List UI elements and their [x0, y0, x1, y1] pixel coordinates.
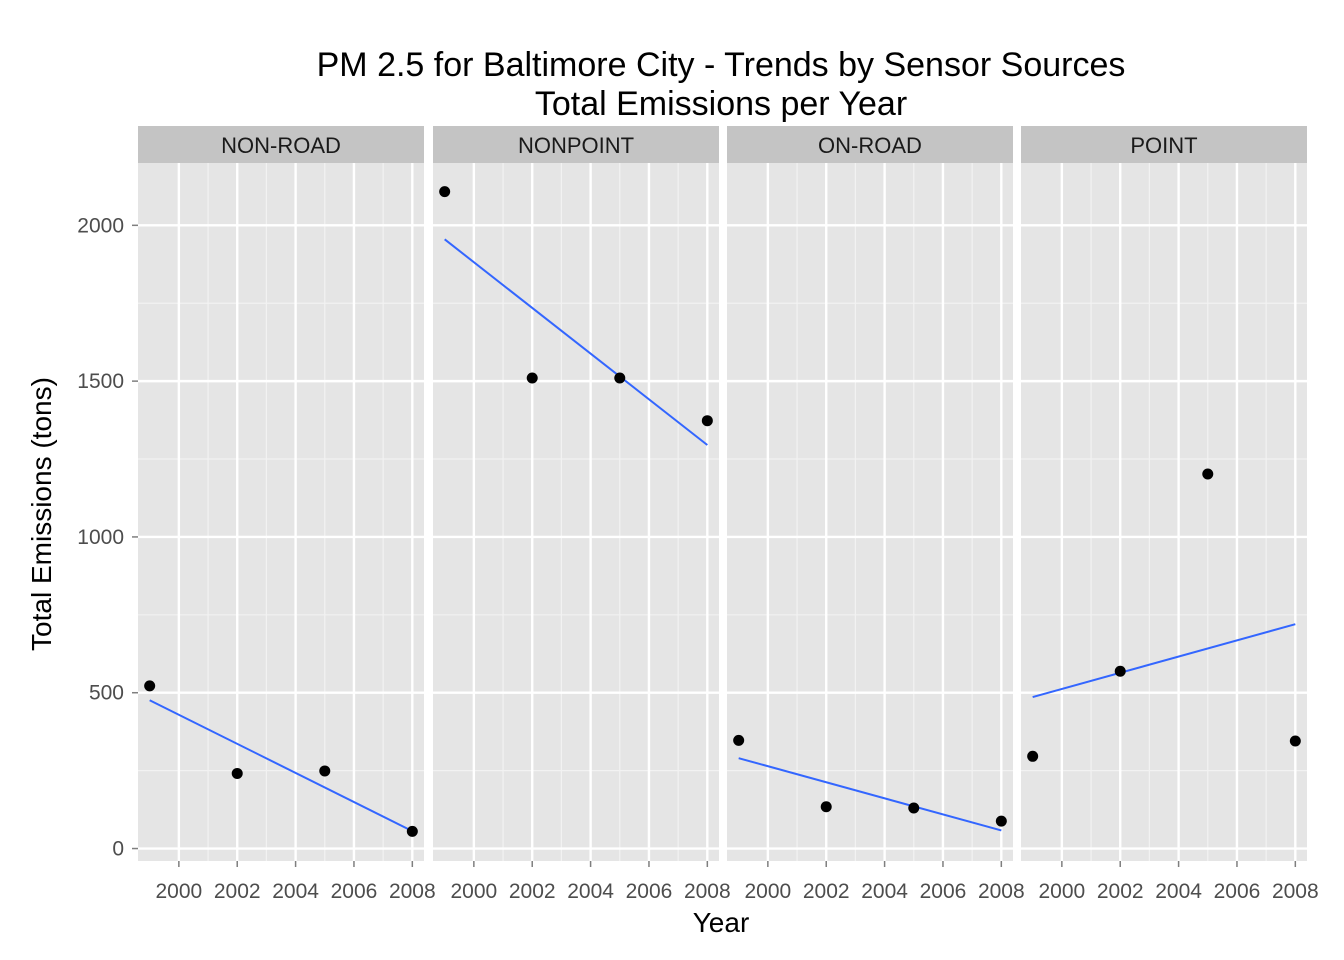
facet-panel-0: NON-ROAD 2000 2002 2004 2006 2008	[138, 126, 436, 903]
facet-strip-label: ON-ROAD	[818, 133, 922, 158]
data-point	[526, 372, 538, 384]
facet-panel-3: POINT 2000 2002 2004 2006 2008	[1021, 126, 1319, 903]
facet-panel-2: ON-ROAD 2000 2002 2004 2006 2008	[727, 126, 1025, 903]
data-point	[439, 186, 451, 198]
data-point	[701, 415, 713, 427]
panel-background	[433, 163, 719, 861]
y-tick-label: 0	[112, 838, 124, 861]
x-tick-label: 2004	[861, 880, 908, 903]
x-tick-label: 2000	[450, 880, 497, 903]
facet-strip-label: POINT	[1130, 133, 1197, 158]
x-tick-label: 2008	[978, 880, 1025, 903]
x-tick-label: 2000	[1038, 880, 1085, 903]
x-tick-label: 2004	[272, 880, 319, 903]
panel-background	[138, 163, 424, 861]
x-tick-label: 2002	[1097, 880, 1144, 903]
x-tick-label: 2008	[684, 880, 731, 903]
chart-title-line-2: Total Emissions per Year	[535, 85, 907, 123]
data-point	[406, 825, 418, 837]
x-tick-label: 2006	[331, 880, 378, 903]
y-tick-label: 2000	[77, 214, 124, 237]
facet-panels: NON-ROAD 2000 2002 2004 2006 2008 NONPOINT 2000…	[138, 126, 1319, 903]
x-tick-label: 2002	[509, 880, 556, 903]
y-axis: 0 500 1000 1500 2000	[77, 214, 138, 861]
data-point	[231, 767, 243, 779]
facet-strip	[138, 126, 424, 163]
data-point	[319, 765, 331, 777]
x-tick-label: 2002	[214, 880, 261, 903]
x-tick-label: 2006	[920, 880, 967, 903]
x-tick-label: 2004	[567, 880, 614, 903]
data-point	[614, 372, 626, 384]
x-tick-label: 2008	[389, 880, 436, 903]
data-point	[1202, 468, 1214, 480]
x-tick-label: 2006	[1214, 880, 1261, 903]
x-tick-label: 2002	[803, 880, 850, 903]
facet-strip-label: NONPOINT	[518, 133, 634, 158]
facet-strip	[1021, 126, 1307, 163]
y-tick-label: 500	[89, 682, 124, 705]
facet-strip	[433, 126, 719, 163]
data-point	[1027, 750, 1039, 762]
facet-panel-1: NONPOINT 2000 2002 2004 2006 2008	[433, 126, 731, 903]
trend-line	[149, 699, 413, 832]
data-point	[820, 801, 832, 813]
x-tick-label: 2000	[744, 880, 791, 903]
panel-background	[727, 163, 1013, 861]
trend-line	[444, 238, 708, 446]
chart-title-line-1: PM 2.5 for Baltimore City - Trends by Se…	[317, 46, 1126, 84]
data-point	[995, 815, 1007, 827]
x-tick-label: 2008	[1272, 880, 1319, 903]
facet-strip	[727, 126, 1013, 163]
x-tick-label: 2000	[155, 880, 202, 903]
data-point	[733, 734, 745, 746]
trend-line	[738, 757, 1002, 832]
panel-background	[1021, 163, 1307, 861]
facet-strip-label: NON-ROAD	[221, 133, 341, 158]
x-tick-label: 2006	[626, 880, 673, 903]
y-axis-title: Total Emissions (tons)	[26, 377, 57, 651]
data-point	[1114, 665, 1126, 677]
y-tick-label: 1500	[77, 370, 124, 393]
data-point	[1289, 735, 1301, 747]
trend-line	[1032, 623, 1296, 699]
x-tick-label: 2004	[1155, 880, 1202, 903]
data-point	[144, 680, 156, 692]
x-axis-title: Year	[693, 907, 750, 938]
data-point	[908, 802, 920, 814]
y-tick-label: 1000	[77, 526, 124, 549]
